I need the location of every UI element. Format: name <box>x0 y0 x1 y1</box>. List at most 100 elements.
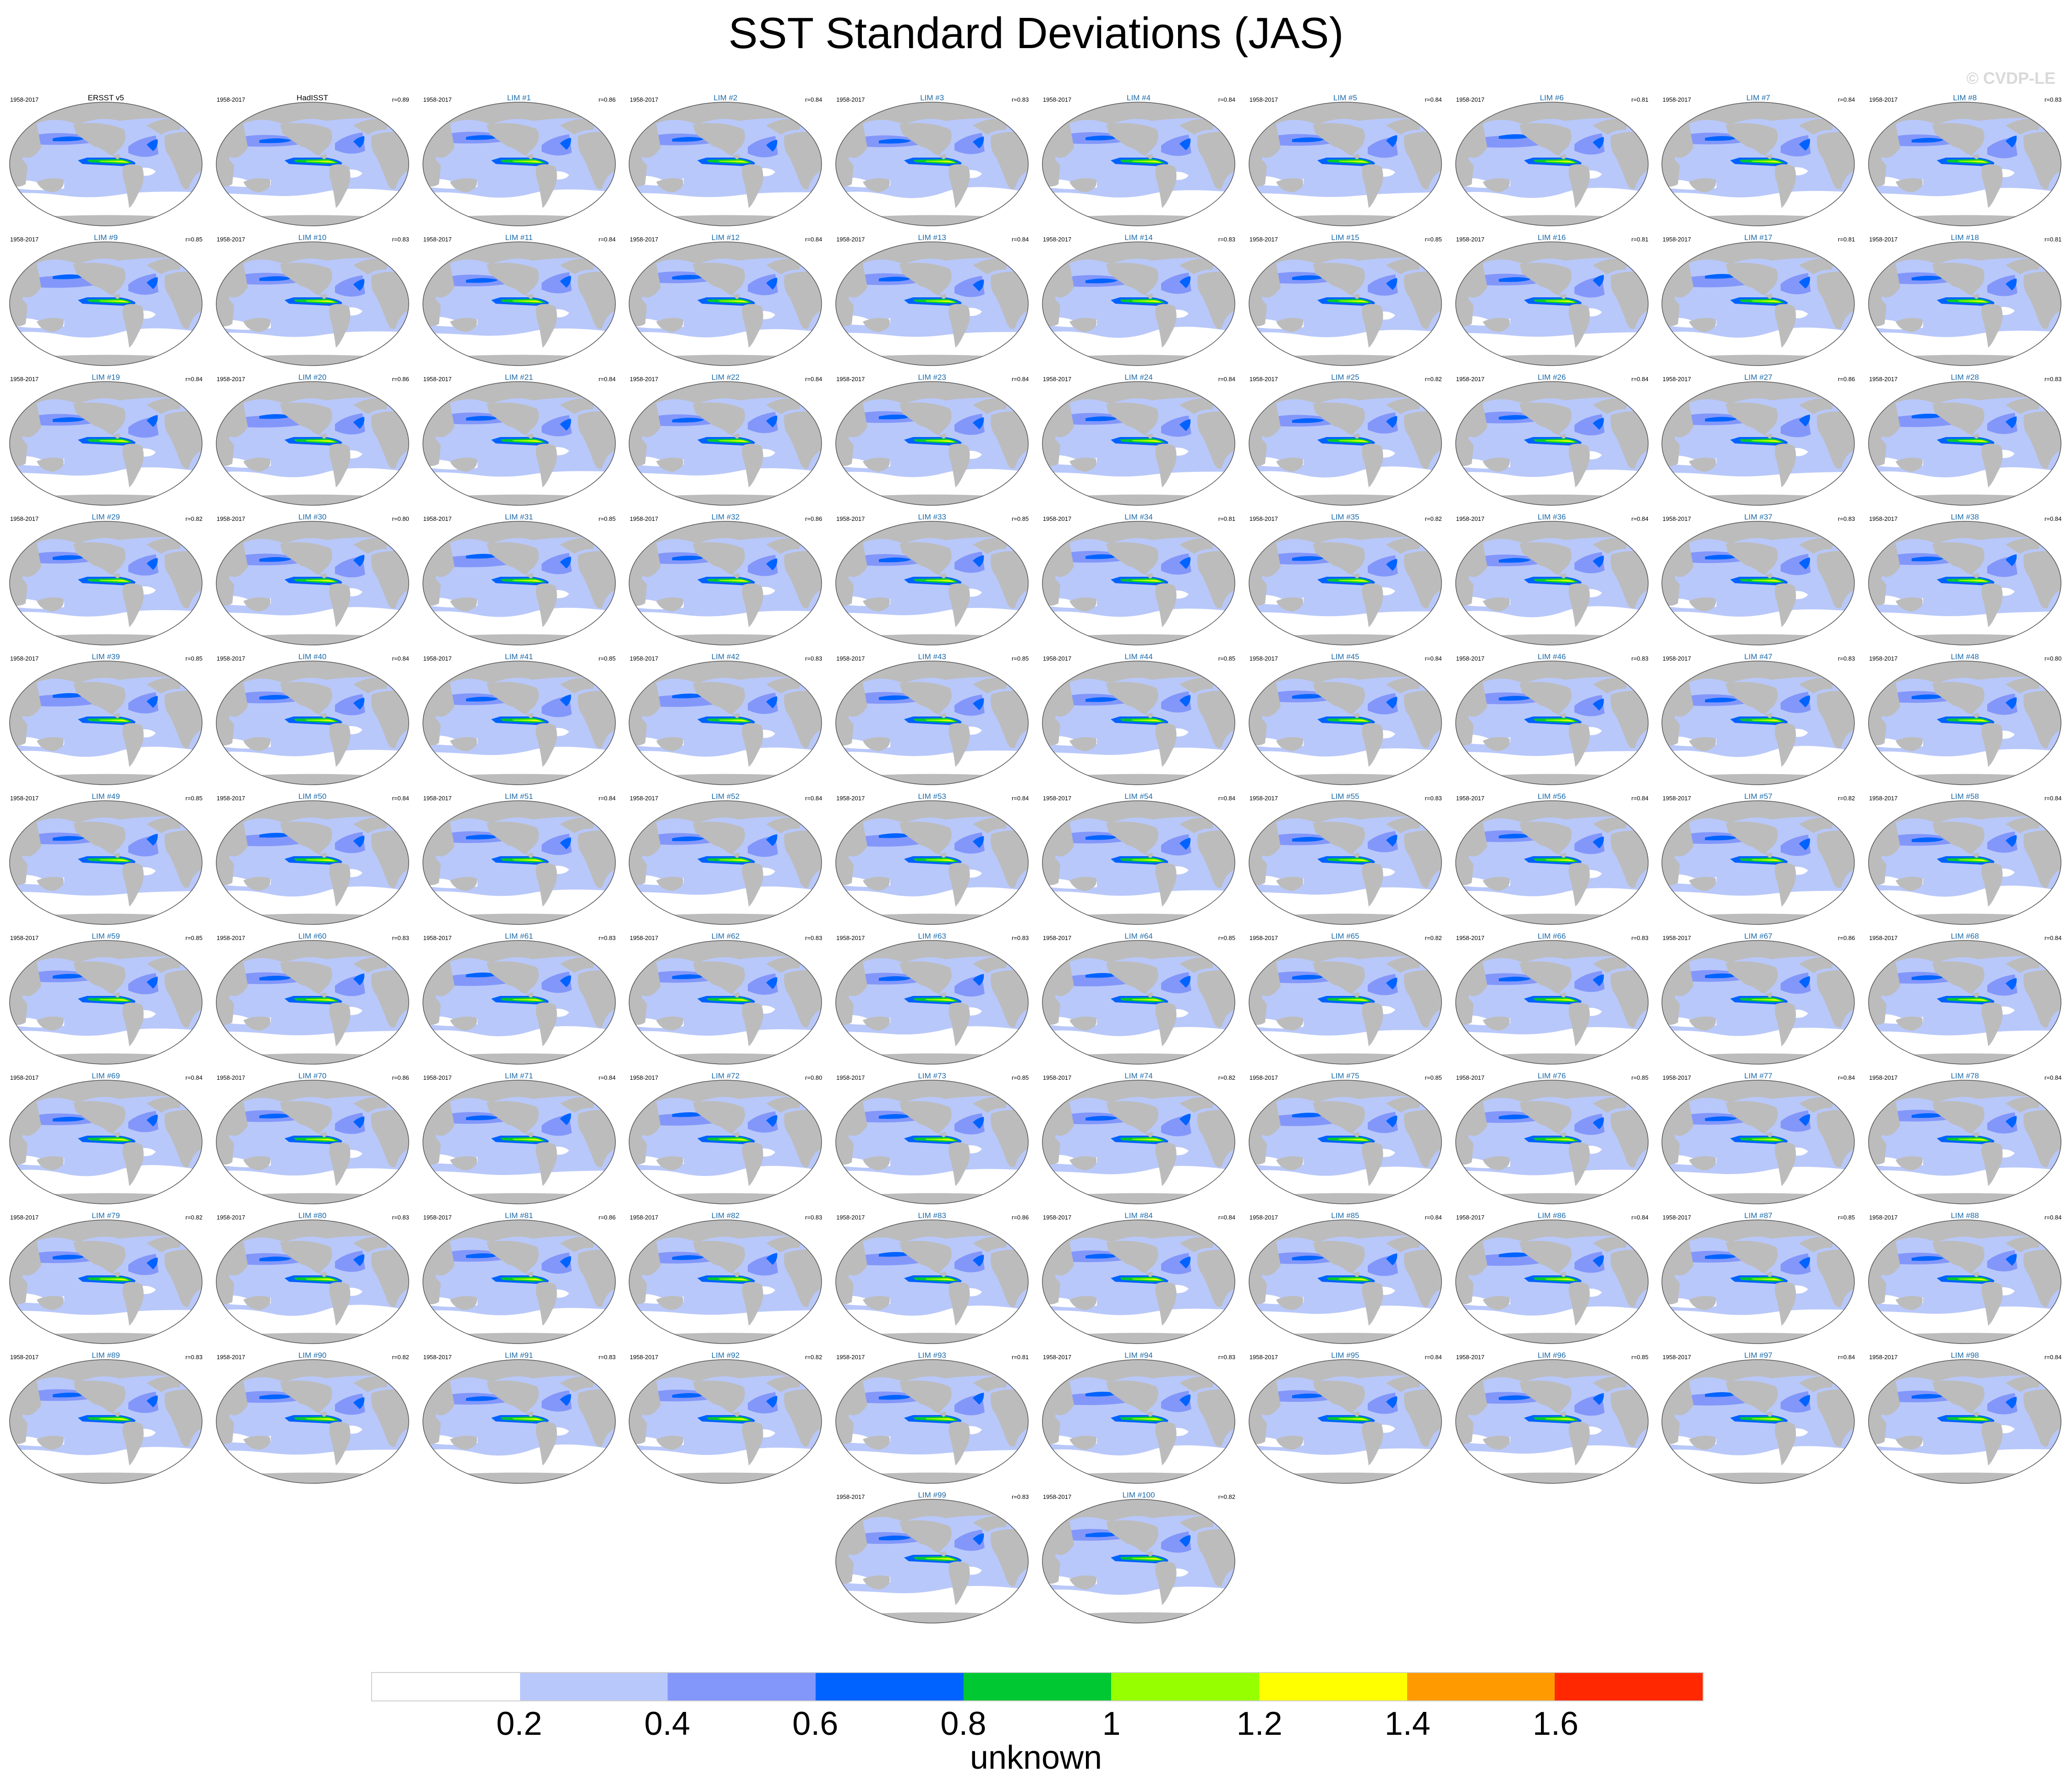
panel-title: LIM #40 <box>298 652 327 661</box>
panel-title: LIM #89 <box>92 1351 120 1360</box>
panel-period: 1958-2017 <box>1662 1214 1691 1221</box>
panel-title: LIM #59 <box>92 932 120 940</box>
colorbar-swatch <box>520 1673 668 1700</box>
colorbar-swatch <box>1407 1673 1555 1700</box>
panel-correlation: r=0.84 <box>2044 515 2062 522</box>
panel-period: 1958-2017 <box>1869 96 1898 103</box>
panel-period: 1958-2017 <box>10 1214 39 1221</box>
map-panel: 1958-2017 LIM #7 r=0.84 <box>1655 92 1861 229</box>
map-panel: 1958-2017 LIM #17 r=0.81 <box>1655 231 1861 369</box>
sst-map <box>9 1219 203 1344</box>
colorbar-tick-label: 1.6 <box>1532 1705 1579 1742</box>
sst-map <box>1042 661 1235 785</box>
panel-period: 1958-2017 <box>630 96 658 103</box>
panel-correlation: r=0.82 <box>1425 376 1442 383</box>
panel-correlation: r=0.82 <box>1425 515 1442 522</box>
panel-correlation: r=0.80 <box>392 515 409 522</box>
panel-period: 1958-2017 <box>630 935 658 941</box>
sst-map <box>1249 940 1442 1065</box>
sst-map <box>1868 1219 2061 1344</box>
panel-period: 1958-2017 <box>836 1493 865 1500</box>
panel-correlation: r=0.81 <box>1218 515 1235 522</box>
panel-title: LIM #33 <box>918 513 946 521</box>
panel-title: LIM #83 <box>918 1211 946 1220</box>
panel-correlation: r=0.85 <box>1631 1074 1649 1081</box>
panel-correlation: r=0.83 <box>1011 1493 1029 1500</box>
panel-title: LIM #68 <box>1951 932 1979 940</box>
map-panel: 1958-2017 LIM #35 r=0.82 <box>1242 511 1448 648</box>
panel-period: 1958-2017 <box>1249 376 1278 383</box>
panel-correlation: r=0.83 <box>805 935 822 941</box>
sst-map <box>1868 1359 2061 1484</box>
map-panel: 1958-2017 LIM #85 r=0.84 <box>1242 1209 1448 1347</box>
map-panel: 1958-2017 LIM #78 r=0.84 <box>1862 1070 2068 1207</box>
sst-map <box>9 102 203 226</box>
sst-map <box>1661 381 1855 506</box>
panel-period: 1958-2017 <box>630 1354 658 1361</box>
panel-period: 1958-2017 <box>836 655 865 662</box>
panel-correlation: r=0.84 <box>1218 96 1235 103</box>
map-panel: 1958-2017 LIM #71 r=0.84 <box>416 1070 622 1207</box>
panel-period: 1958-2017 <box>1456 96 1485 103</box>
panel-period: 1958-2017 <box>1043 935 1072 941</box>
panel-period: 1958-2017 <box>630 655 658 662</box>
map-panel: 1958-2017 ERSST v5 <box>3 92 209 229</box>
map-panel: 1958-2017 LIM #38 r=0.84 <box>1862 511 2068 648</box>
panel-title: LIM #46 <box>1537 652 1566 661</box>
map-panel: 1958-2017 LIM #72 r=0.80 <box>622 1070 828 1207</box>
panel-title: LIM #9 <box>94 233 118 242</box>
sst-map <box>422 381 616 506</box>
panel-title: LIM #71 <box>504 1071 533 1080</box>
panel-title: LIM #15 <box>1331 233 1359 242</box>
sst-map <box>629 661 822 785</box>
panel-period: 1958-2017 <box>10 655 39 662</box>
panel-period: 1958-2017 <box>1869 236 1898 243</box>
panel-title: LIM #4 <box>1127 93 1151 102</box>
sst-map <box>422 521 616 645</box>
panel-title: LIM #87 <box>1744 1211 1773 1220</box>
sst-map <box>1042 521 1235 645</box>
panel-correlation: r=0.84 <box>598 795 616 802</box>
panel-period: 1958-2017 <box>10 376 39 383</box>
panel-title: LIM #80 <box>298 1211 327 1220</box>
sst-map <box>629 521 822 645</box>
sst-map <box>216 521 409 645</box>
sst-map <box>835 800 1029 925</box>
map-panel: 1958-2017 LIM #81 r=0.86 <box>416 1209 622 1347</box>
panel-period: 1958-2017 <box>10 515 39 522</box>
map-panel: 1958-2017 LIM #1 r=0.86 <box>416 92 622 229</box>
panel-period: 1958-2017 <box>1249 1074 1278 1081</box>
panel-period: 1958-2017 <box>423 795 452 802</box>
panel-correlation: r=0.83 <box>1631 655 1649 662</box>
sst-map <box>1868 800 2061 925</box>
panel-correlation: r=0.85 <box>598 655 616 662</box>
panel-correlation: r=0.84 <box>392 655 409 662</box>
sst-map <box>835 102 1029 226</box>
map-panel: 1958-2017 LIM #23 r=0.84 <box>829 371 1035 508</box>
panel-correlation: r=0.83 <box>1011 96 1029 103</box>
panel-correlation: r=0.82 <box>1218 1493 1235 1500</box>
panel-correlation: r=0.84 <box>1011 376 1029 383</box>
map-panel: 1958-2017 LIM #70 r=0.86 <box>209 1070 416 1207</box>
sst-map <box>835 1080 1029 1204</box>
panel-period: 1958-2017 <box>630 1074 658 1081</box>
panel-period: 1958-2017 <box>1662 236 1691 243</box>
sst-map <box>9 1359 203 1484</box>
panel-title: LIM #85 <box>1331 1211 1359 1220</box>
panel-title: LIM #95 <box>1331 1351 1359 1360</box>
sst-map <box>835 1219 1029 1344</box>
panel-correlation: r=0.82 <box>1218 1074 1235 1081</box>
sst-map <box>1249 1359 1442 1484</box>
colorbar-swatch <box>963 1673 1112 1700</box>
panel-correlation: r=0.84 <box>185 376 203 383</box>
panel-correlation: r=0.84 <box>185 1074 203 1081</box>
colorbar-swatch <box>372 1673 520 1700</box>
map-panel: 1958-2017 LIM #2 r=0.84 <box>622 92 828 229</box>
sst-map <box>1249 1219 1442 1344</box>
panel-title: LIM #51 <box>504 792 533 801</box>
panel-correlation: r=0.85 <box>1011 655 1029 662</box>
panel-title: LIM #97 <box>1744 1351 1773 1360</box>
colorbar-tick-label: 0.2 <box>496 1705 543 1742</box>
map-panel: 1958-2017 LIM #24 r=0.84 <box>1036 371 1242 508</box>
colorbar-swatch <box>1111 1673 1260 1700</box>
